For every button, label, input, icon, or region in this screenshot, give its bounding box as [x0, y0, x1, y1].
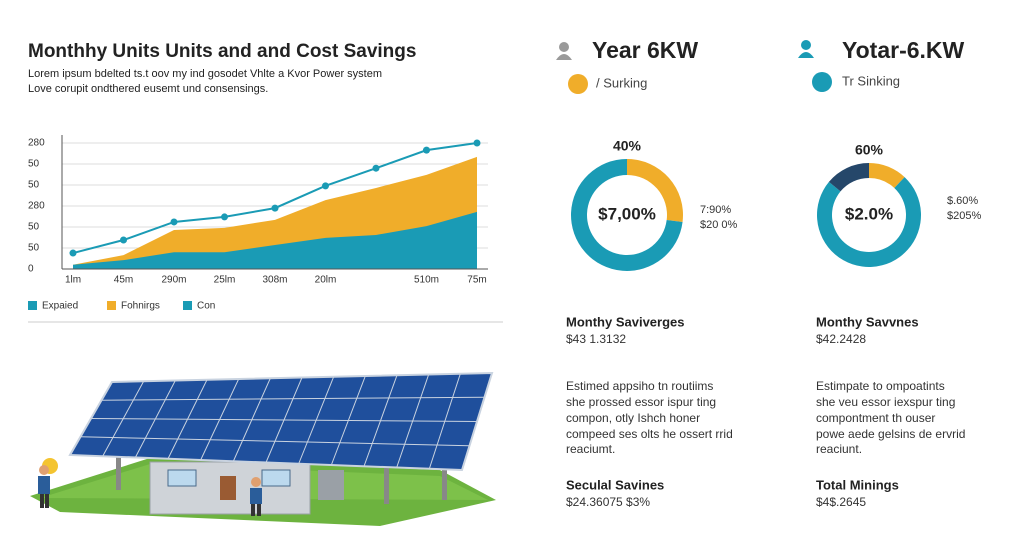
donut-side-label: 7:90%	[700, 204, 731, 216]
system-title: Year 6KW	[592, 37, 698, 63]
point	[120, 236, 127, 244]
stat-heading: Monthy Saviverges	[566, 314, 685, 329]
system-label: / Surking	[596, 75, 647, 90]
stat-text: compeed ses olts he ossert rrid	[566, 427, 733, 441]
y-tick-label: 50	[28, 180, 40, 191]
panel-grid	[396, 374, 430, 468]
stat-heading: Seculal Savines	[566, 477, 664, 492]
system-dot	[812, 72, 832, 92]
panel-grid	[428, 373, 461, 469]
y-tick-label: 280	[28, 138, 45, 149]
donut-side-label: $205%	[947, 210, 981, 222]
legend-label: Con	[197, 301, 215, 312]
stat-text: reaciumt.	[566, 442, 615, 456]
donut-title: 60%	[855, 142, 884, 158]
panel-grid	[363, 375, 398, 467]
donut-center: $7,00%	[598, 204, 656, 223]
stat-value: $24.36075 $3%	[566, 495, 650, 509]
x-tick-label: 45m	[114, 275, 133, 286]
stat-text: Estimed appsiho tn routiims	[566, 379, 713, 393]
y-tick-label: 280	[28, 201, 45, 212]
stat-text: she veu essor iexspur ting	[816, 395, 955, 409]
stat-text: Estimpate to ompoatints	[816, 379, 945, 393]
donut-side-label: $.60%	[947, 195, 978, 207]
y-tick-label: 50	[28, 222, 40, 233]
x-tick-label: 308m	[262, 275, 287, 286]
stat-text: compontment th ouser	[816, 411, 935, 425]
panel-grid	[232, 378, 271, 462]
point	[322, 182, 329, 190]
point	[473, 139, 481, 147]
donut-side-label: $20 0%	[700, 219, 738, 231]
stat-value: $4$.2645	[816, 495, 866, 509]
legend-label: Expaied	[42, 301, 78, 312]
system-label: Tr Sinking	[842, 73, 900, 88]
panel-grid	[167, 379, 208, 459]
point	[69, 249, 77, 257]
legend-swatch	[28, 301, 37, 310]
person-icon	[798, 40, 814, 58]
donut-center: $2.0%	[845, 204, 893, 223]
stat-value: $43 1.3132	[566, 332, 626, 346]
x-tick-label: 290m	[161, 275, 186, 286]
stat-text: compon, otly Ishch honer	[566, 411, 700, 425]
legend-swatch	[107, 301, 116, 310]
x-tick-label: 1lm	[65, 275, 81, 286]
stat-heading: Total Minings	[816, 477, 899, 492]
panel-grid	[102, 381, 145, 457]
subtitle: Love corupit ondthered eusemt und consen…	[28, 83, 268, 95]
donut-segment	[817, 177, 922, 268]
point	[170, 218, 178, 226]
donut-segment	[869, 163, 905, 189]
title: Monthhy Units Units and and Cost Savings	[28, 41, 416, 62]
panel-grid	[265, 377, 303, 463]
subtitle: Lorem ipsum bdelted ts.t oov my ind goso…	[28, 68, 382, 80]
x-tick-label: 75m	[467, 275, 486, 286]
stat-text: powe aede gelsins de ervrid	[816, 427, 965, 441]
y-tick-label: 50	[28, 243, 40, 254]
area	[73, 211, 477, 269]
panel-grid	[134, 380, 176, 458]
donut-segment	[627, 159, 683, 223]
point	[221, 213, 228, 221]
illustration	[30, 371, 496, 526]
stat-text: she prossed essor ispur ting	[566, 395, 716, 409]
donut-title: 40%	[613, 138, 642, 154]
panel-grid	[200, 378, 240, 461]
person-icon	[556, 42, 572, 60]
stat-value: $42.2428	[816, 332, 866, 346]
system-title: Yotar-6.KW	[842, 37, 965, 63]
y-tick-label: 50	[28, 159, 40, 170]
stat-text: reaciunt.	[816, 442, 862, 456]
x-tick-label: 20lm	[315, 275, 337, 286]
stat-heading: Monthy Savvnes	[816, 314, 919, 329]
donut-segment	[828, 163, 869, 192]
legend-label: Fohnirgs	[121, 301, 160, 312]
x-tick-label: 25lm	[214, 275, 236, 286]
legend-swatch	[183, 301, 192, 310]
panel-grid	[298, 376, 335, 464]
y-tick-label: 0	[28, 264, 34, 275]
system-dot	[568, 74, 588, 94]
x-tick-label: 510m	[414, 275, 439, 286]
panel-grid	[330, 375, 366, 466]
point	[423, 146, 430, 154]
point	[271, 204, 279, 212]
point	[372, 164, 380, 172]
